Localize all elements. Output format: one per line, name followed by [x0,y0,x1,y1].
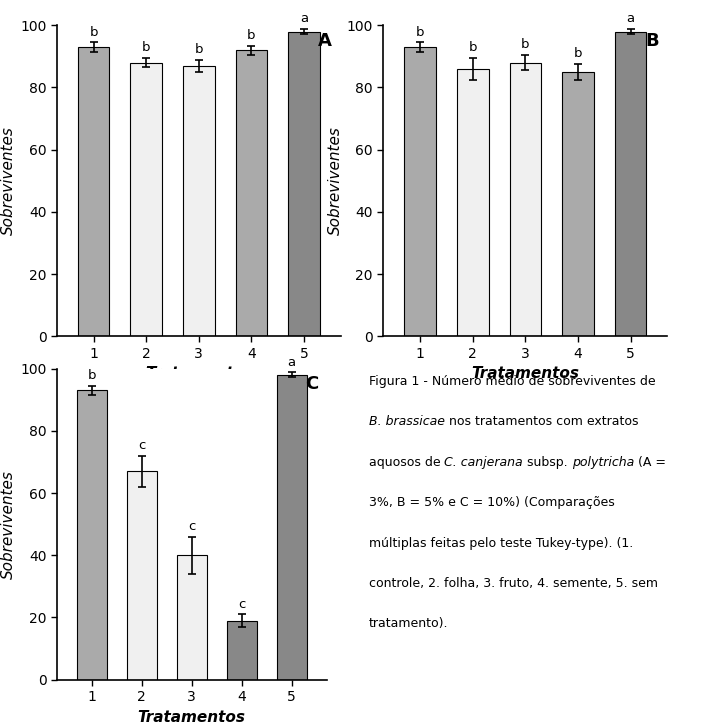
Y-axis label: Sobreviventes: Sobreviventes [1,470,16,578]
X-axis label: Tratamentos: Tratamentos [145,366,253,381]
Text: (A =: (A = [634,455,666,469]
Bar [177,555,207,680]
X-axis label: Tratamentos: Tratamentos [138,709,246,723]
Y-axis label: Sobreviventes: Sobreviventes [1,127,16,235]
Bar [288,32,320,336]
Y-axis label: Sobreviventes: Sobreviventes [327,127,342,235]
Bar [510,63,541,336]
Text: a: a [626,12,635,25]
Text: 3%, B = 5% e C = 10%) (Comparações: 3%, B = 5% e C = 10%) (Comparações [368,496,615,509]
Text: c: c [138,439,146,452]
Text: C. canjerana: C. canjerana [444,455,523,469]
Text: Figura 1 - Número médio de sobreviventes de: Figura 1 - Número médio de sobreviventes… [368,375,655,388]
Text: aquosos de: aquosos de [368,455,444,469]
Text: b: b [195,43,203,56]
Bar [562,72,594,336]
Bar [457,69,488,336]
Text: b: b [521,38,530,51]
Text: C: C [305,375,319,393]
Bar [183,66,214,336]
Text: A: A [318,32,332,49]
Text: b: b [87,369,96,382]
Bar [226,620,256,680]
Text: c: c [238,598,246,611]
Text: b: b [142,41,151,54]
Text: b: b [89,26,98,38]
Text: tratamento).: tratamento). [368,617,448,630]
Text: B: B [645,32,659,49]
Text: a: a [288,356,295,369]
Text: nos tratamentos com extratos: nos tratamentos com extratos [444,415,638,428]
Text: b: b [247,29,256,42]
Bar [77,390,106,680]
X-axis label: Tratamentos: Tratamentos [471,366,579,381]
Bar [277,375,307,680]
Text: controle, 2. folha, 3. fruto, 4. semente, 5. sem: controle, 2. folha, 3. fruto, 4. semente… [368,577,657,590]
Bar [615,32,646,336]
Bar [405,47,436,336]
Bar [131,63,162,336]
Text: polytricha: polytricha [572,455,634,469]
Text: subsp.: subsp. [523,455,572,469]
Text: c: c [188,520,195,533]
Text: a: a [300,12,308,25]
Text: b: b [416,26,425,38]
Bar [127,471,157,680]
Bar [236,50,267,336]
Text: múltiplas feitas pelo teste Tukey-type). (1.: múltiplas feitas pelo teste Tukey-type).… [368,536,633,549]
Text: b: b [469,41,477,54]
Text: B. brassicae: B. brassicae [368,415,444,428]
Text: b: b [574,48,582,61]
Bar [78,47,109,336]
